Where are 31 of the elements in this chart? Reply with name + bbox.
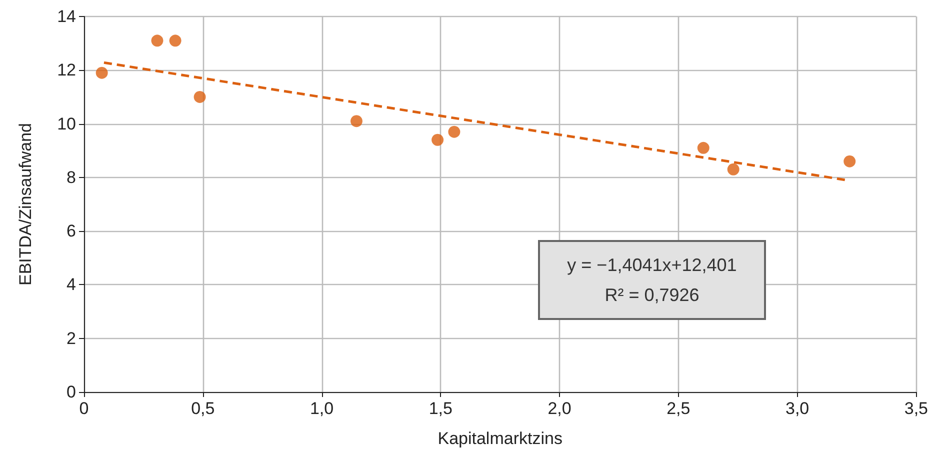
point <box>432 134 444 146</box>
point <box>448 126 460 138</box>
x-tick-label: 0 <box>79 399 89 418</box>
x-tick-label: 0,5 <box>191 399 215 418</box>
annotation: y = −1,4041x+12,401 <box>567 254 737 277</box>
point <box>727 163 740 176</box>
x-tick-label: 2,5 <box>666 399 690 418</box>
x-tick-label: 1,0 <box>310 399 334 418</box>
point <box>194 90 206 103</box>
point <box>844 155 856 168</box>
point <box>96 66 108 79</box>
point <box>151 34 164 47</box>
y-tick-label: 2 <box>66 328 76 348</box>
y-tick-label: 6 <box>66 222 76 241</box>
y-tick-label: 0 <box>66 382 76 402</box>
y-tick-label: 12 <box>57 60 76 80</box>
point <box>169 34 182 47</box>
x-tick-label: 3,0 <box>785 399 810 418</box>
x-tick-label: 2,0 <box>548 399 572 418</box>
x-tick-label: 3,5 <box>904 399 928 418</box>
x-tick-label: 1,5 <box>428 399 452 418</box>
x-axis-title: Kapitalmarktzins <box>438 429 562 448</box>
annotation: R² = 0,7926 <box>604 284 700 307</box>
y-tick-label: 14 <box>57 7 76 26</box>
y-tick-label: 4 <box>66 275 76 294</box>
point <box>350 115 362 128</box>
y-axis-title: EBITDA/Zinsaufwand <box>16 122 35 286</box>
point <box>697 142 710 154</box>
note-box: y = −1,4041x+12,401 R² = 0,7926 <box>538 240 766 320</box>
y-tick-label: 10 <box>57 114 76 134</box>
y-tick-label: 8 <box>66 168 76 187</box>
